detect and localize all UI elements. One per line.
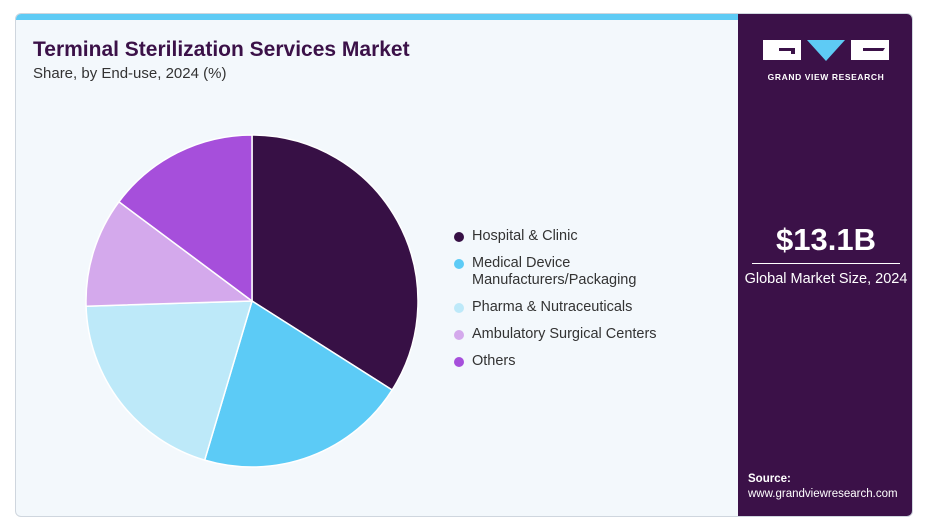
source-link[interactable]: www.grandviewresearch.com (748, 488, 898, 500)
logo-mark-icon (763, 40, 889, 61)
pie-slice-pharma-nutraceuticals (85, 300, 254, 462)
market-size-label: Global Market Size, 2024 (744, 271, 908, 287)
divider (752, 263, 900, 264)
chart-card: Terminal Sterilization Services Market S… (15, 13, 913, 517)
pie-chart (85, 134, 419, 468)
grand-view-research-logo: GRAND VIEW RESEARCH (763, 38, 889, 82)
logo-text: GRAND VIEW RESEARCH (767, 72, 885, 82)
chart-title: Terminal Sterilization Services Market (33, 38, 410, 61)
legend-swatch (454, 357, 464, 367)
accent-bar (16, 14, 738, 20)
chart-subtitle: Share, by End-use, 2024 (%) (33, 65, 227, 82)
source-label: Source: (748, 473, 791, 485)
legend-label: Medical Device Manufacturers/Packaging (472, 255, 637, 288)
legend-label: Others (472, 353, 516, 369)
legend-label: Ambulatory Surgical Centers (472, 326, 657, 342)
legend-label: Pharma & Nutraceuticals (472, 299, 633, 315)
legend-swatch (454, 303, 464, 313)
pie-slice-others (117, 134, 253, 303)
pie-slice-hospital-clinic (251, 134, 419, 391)
legend-item: Medical Device Manufacturers/Packaging (454, 255, 672, 289)
legend-item: Pharma & Nutraceuticals (454, 299, 672, 316)
source: Source: www.grandviewresearch.com (748, 472, 898, 502)
legend-swatch (454, 259, 464, 269)
legend-swatch (454, 330, 464, 340)
legend: Hospital & Clinic Medical Device Manufact… (454, 228, 672, 380)
sidebar: GRAND VIEW RESEARCH $13.1B Global Market… (738, 14, 912, 516)
legend-swatch (454, 232, 464, 242)
legend-label: Hospital & Clinic (472, 228, 578, 244)
market-size-value: $13.1B (776, 222, 876, 257)
legend-item: Hospital & Clinic (454, 228, 672, 245)
pie-slice-ambulatory-surgical-centers (85, 200, 255, 307)
pie-slice-medical-device-manufacturers-packaging (203, 299, 394, 468)
legend-item: Others (454, 353, 672, 370)
legend-item: Ambulatory Surgical Centers (454, 326, 672, 343)
